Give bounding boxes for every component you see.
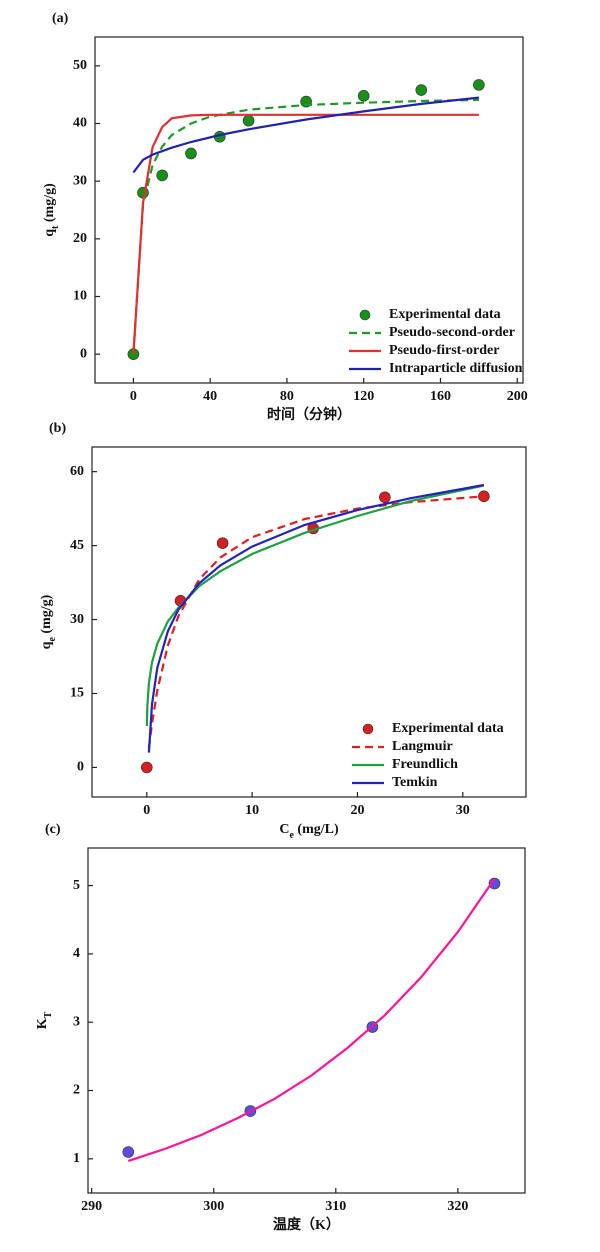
x-axis-label-part: 温度（K） [273,1216,340,1233]
y-tick-label: 40 [73,116,87,131]
legend-label: Freundlich [392,757,458,772]
x-tick-label: 40 [203,389,217,404]
y-tick-label: 30 [70,612,84,627]
y-axis-label-part: (mg/g) [42,183,57,226]
y-axis-label: KT [35,1011,54,1029]
x-tick-label: 310 [325,1199,346,1214]
panel-label: (b) [49,421,66,436]
plot-frame [91,446,527,798]
y-axis-label-part: q [39,641,54,649]
data-point [379,491,391,504]
y-axis-label: qe (mg/g) [39,594,58,649]
x-tick-label: 320 [447,1199,468,1214]
legend-label: Experimental data [389,307,501,322]
x-tick-label: 0 [130,389,137,404]
x-axis-label: Ce (mg/L) [279,822,339,841]
fit-line [132,96,480,174]
y-axis-label-part: K [35,1018,50,1029]
y-axis-label-part: (mg/g) [39,594,54,637]
fit-line [147,483,485,753]
panel-label: (a) [52,11,69,26]
y-tick-label: 2 [73,1083,80,1098]
legend-marker [359,309,371,321]
x-tick-label: 300 [203,1199,224,1214]
fit-line [132,98,479,355]
x-tick-label: 30 [456,803,470,818]
x-tick-label: 290 [81,1199,102,1214]
x-axis-label-part: (mg/L) [294,822,339,837]
x-tick-label: 160 [430,389,451,404]
y-tick-label: 10 [73,289,87,304]
legend-label: Pseudo-second-order [389,325,515,340]
x-tick-label: 0 [143,803,150,818]
data-point [415,84,428,96]
x-axis-label: 时间（分钟） [267,406,351,423]
x-tick-label: 120 [353,389,374,404]
y-tick-label: 1 [73,1151,80,1166]
y-axis-label-part: e [47,637,58,642]
y-axis-label: qt (mg/g) [42,183,61,237]
x-axis-label-part: e [289,830,294,841]
data-point [185,147,197,160]
legend-label: Temkin [392,775,438,790]
x-tick-label: 10 [245,803,259,818]
y-tick-label: 50 [73,58,87,73]
legend-label: Intraparticle diffusion [389,361,523,376]
data-point [216,537,229,549]
data-point [140,761,153,774]
x-tick-label: 80 [280,389,294,404]
x-axis-label-part: C [279,822,289,837]
y-tick-label: 0 [77,760,84,775]
y-tick-label: 3 [73,1014,80,1029]
legend-marker [362,723,374,735]
x-axis-label: 温度（K） [273,1216,340,1233]
y-tick-label: 20 [73,231,87,246]
y-tick-label: 45 [70,538,84,553]
y-axis-label-part: q [42,229,57,237]
data-point [122,1146,135,1158]
data-point [242,114,255,127]
x-tick-label: 200 [507,389,528,404]
x-axis-label-part: 时间（分钟） [267,406,351,423]
legend-label: Experimental data [392,721,504,736]
legend-label: Langmuir [392,739,453,754]
panel-label: (c) [45,822,61,837]
legend-label: Pseudo-first-order [389,343,499,358]
y-axis-label-part: t [50,225,61,229]
data-point [357,90,370,102]
y-axis-label-part: T [43,1011,54,1018]
y-tick-label: 15 [70,686,84,701]
data-point [488,877,501,890]
data-point [156,169,168,182]
y-tick-label: 4 [73,946,80,961]
y-tick-label: 5 [73,878,80,893]
plot-frame [87,847,526,1194]
y-tick-label: 0 [80,346,87,361]
fit-line [147,495,484,749]
y-tick-label: 60 [70,464,84,479]
y-tick-label: 30 [73,173,87,188]
fit-line [127,878,496,1162]
x-tick-label: 20 [350,803,364,818]
data-point [473,79,485,91]
plot-frame [94,36,524,384]
